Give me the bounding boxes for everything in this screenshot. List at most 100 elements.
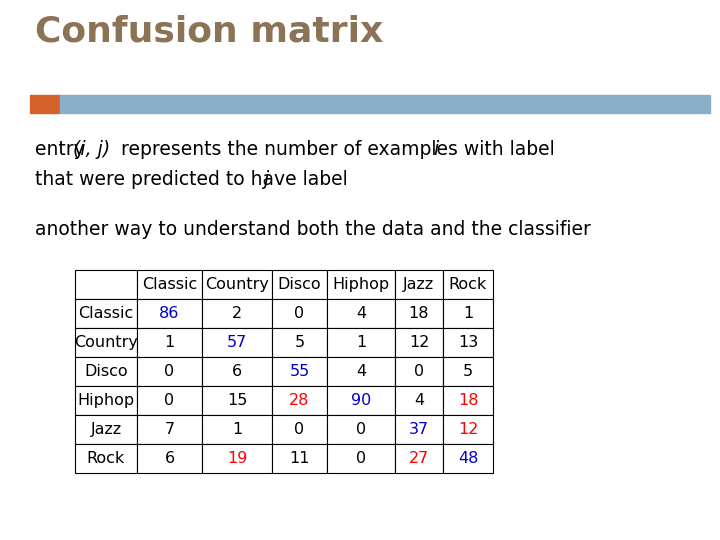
Bar [395, 444, 443, 473]
Bar [272, 328, 327, 357]
Bar [443, 328, 493, 357]
Text: 1: 1 [164, 335, 175, 350]
Bar [137, 328, 202, 357]
Bar [137, 357, 202, 386]
Text: 4: 4 [356, 364, 366, 379]
Text: 48: 48 [458, 451, 478, 466]
Text: 4: 4 [356, 306, 366, 321]
Text: 0: 0 [356, 422, 366, 437]
Text: 6: 6 [232, 364, 242, 379]
Text: 57: 57 [227, 335, 247, 350]
Text: 18: 18 [409, 306, 429, 321]
Text: Confusion matrix: Confusion matrix [35, 15, 383, 49]
Text: 0: 0 [294, 306, 305, 321]
Bar [202, 444, 272, 473]
Bar [137, 270, 202, 299]
Bar [30, 95, 60, 113]
Text: 6: 6 [164, 451, 174, 466]
Text: Jazz: Jazz [91, 422, 122, 437]
Bar [327, 386, 395, 415]
Text: another way to understand both the data and the classifier: another way to understand both the data … [35, 220, 591, 239]
Bar [75, 444, 137, 473]
Bar [137, 299, 202, 328]
Text: 18: 18 [458, 393, 478, 408]
Text: Disco: Disco [84, 364, 128, 379]
Bar [137, 444, 202, 473]
Text: 1: 1 [232, 422, 242, 437]
Bar [327, 357, 395, 386]
Bar [443, 415, 493, 444]
Bar [75, 299, 137, 328]
Bar [202, 415, 272, 444]
Text: j: j [263, 170, 269, 189]
Bar [75, 270, 137, 299]
Text: 1: 1 [356, 335, 366, 350]
Text: 0: 0 [356, 451, 366, 466]
Bar [272, 357, 327, 386]
Text: 90: 90 [351, 393, 371, 408]
Text: 28: 28 [289, 393, 310, 408]
Text: Disco: Disco [278, 277, 321, 292]
Bar [395, 357, 443, 386]
Bar [202, 386, 272, 415]
Text: 5: 5 [294, 335, 305, 350]
Text: Country: Country [205, 277, 269, 292]
Text: 0: 0 [414, 364, 424, 379]
Text: Rock: Rock [87, 451, 125, 466]
Bar [137, 415, 202, 444]
Text: Classic: Classic [142, 277, 197, 292]
Text: that were predicted to have label: that were predicted to have label [35, 170, 354, 189]
Bar [443, 386, 493, 415]
Bar [395, 386, 443, 415]
Text: 0: 0 [164, 364, 174, 379]
Text: 12: 12 [458, 422, 478, 437]
Bar [443, 444, 493, 473]
Bar [75, 386, 137, 415]
Bar [272, 444, 327, 473]
Text: 7: 7 [164, 422, 174, 437]
Bar [75, 328, 137, 357]
Text: i: i [433, 140, 438, 159]
Text: Country: Country [74, 335, 138, 350]
Text: 4: 4 [414, 393, 424, 408]
Bar [443, 270, 493, 299]
Text: entry: entry [35, 140, 91, 159]
Text: (i, j): (i, j) [73, 140, 110, 159]
Text: Classic: Classic [78, 306, 134, 321]
Bar [272, 270, 327, 299]
Bar [60, 95, 710, 113]
Text: 86: 86 [159, 306, 180, 321]
Text: Hiphop: Hiphop [78, 393, 135, 408]
Text: 55: 55 [289, 364, 310, 379]
Text: 19: 19 [227, 451, 247, 466]
Bar [395, 270, 443, 299]
Bar [202, 357, 272, 386]
Text: 12: 12 [409, 335, 429, 350]
Text: Rock: Rock [449, 277, 487, 292]
Text: 37: 37 [409, 422, 429, 437]
Bar [202, 328, 272, 357]
Text: 1: 1 [463, 306, 473, 321]
Text: 15: 15 [227, 393, 247, 408]
Text: 11: 11 [289, 451, 310, 466]
Bar [443, 357, 493, 386]
Bar [395, 299, 443, 328]
Bar [272, 415, 327, 444]
Bar [395, 415, 443, 444]
Bar [137, 386, 202, 415]
Bar [443, 299, 493, 328]
Bar [395, 328, 443, 357]
Text: 5: 5 [463, 364, 473, 379]
Bar [75, 415, 137, 444]
Text: represents the number of examples with label: represents the number of examples with l… [115, 140, 561, 159]
Bar [327, 328, 395, 357]
Text: 0: 0 [294, 422, 305, 437]
Text: 0: 0 [164, 393, 174, 408]
Bar [327, 415, 395, 444]
Bar [327, 270, 395, 299]
Text: 2: 2 [232, 306, 242, 321]
Text: Jazz: Jazz [403, 277, 435, 292]
Bar [202, 299, 272, 328]
Bar [272, 386, 327, 415]
Bar [75, 357, 137, 386]
